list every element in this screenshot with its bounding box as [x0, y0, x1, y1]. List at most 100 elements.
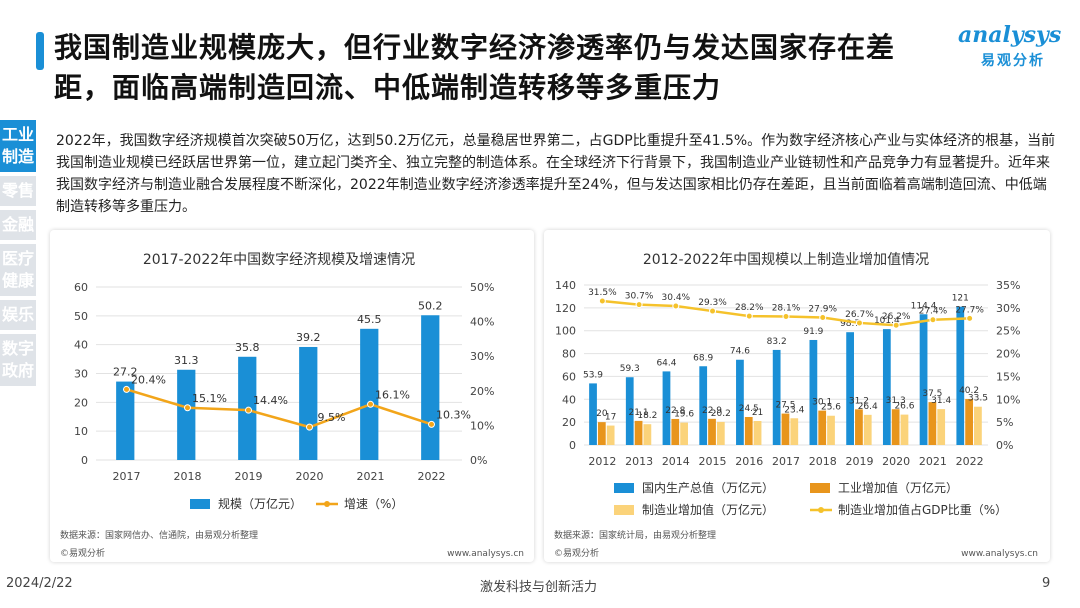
line-value-label: 27.9%: [808, 304, 837, 314]
sidebar-item-health[interactable]: 医疗健康: [0, 244, 36, 296]
logo-wordmark: analysys: [958, 22, 1062, 48]
bar-value-label: 20.2: [711, 409, 731, 419]
y-left-tick-label: 30: [74, 368, 88, 381]
bar: [634, 420, 643, 445]
bar: [846, 332, 854, 445]
line-point: [672, 302, 680, 310]
line-point: [428, 420, 435, 428]
line-point: [745, 312, 753, 320]
bar-value-label: 74.6: [730, 347, 750, 357]
chart-panel-digital-economy: 2017-2022年中国数字经济规模及增速情况 0 10 20 30 40 50 60 0% 10…: [50, 230, 534, 562]
bar: [928, 402, 937, 445]
line-point: [123, 385, 130, 393]
y-right-tick-label: 15%: [996, 370, 1020, 383]
bar-value-label: 18.2: [637, 411, 657, 421]
bar: [790, 418, 799, 445]
bar: [900, 414, 909, 445]
legend-label: 制造业增加值占GDP比重（%）: [838, 502, 1007, 517]
logo-subtitle: 易观分析: [981, 53, 1045, 69]
x-tick-label: 2019: [235, 470, 263, 483]
chart-brand: ©易观分析: [554, 547, 599, 559]
line-value-label: 16.1%: [375, 388, 410, 401]
y-left-tick-label: 60: [562, 370, 576, 383]
bar-value-label: 114.4: [911, 301, 937, 311]
bar-value-label: 26.6: [894, 402, 914, 412]
y-right-tick-label: 40%: [470, 316, 494, 329]
y-right-tick-label: 0%: [470, 454, 487, 467]
bar: [708, 418, 716, 445]
x-tick-label: 2021: [919, 455, 947, 468]
sidebar-nav: 工业制造 零售 金融 医疗健康 娱乐 数字政府: [0, 120, 36, 390]
x-tick-label: 2020: [296, 470, 324, 483]
bar: [116, 381, 135, 460]
sidebar-item-government[interactable]: 数字政府: [0, 334, 36, 386]
bar: [597, 422, 606, 445]
legend-swatch: [614, 505, 634, 515]
x-tick-label: 2012: [588, 455, 616, 468]
line-value-label: 10.3%: [436, 408, 471, 421]
chart-source: 数据来源：国家统计局，由易观分析整理: [554, 529, 716, 541]
bar: [662, 371, 671, 445]
bar: [827, 415, 835, 445]
x-tick-label: 2017: [113, 470, 141, 483]
line-value-label: 30.7%: [625, 292, 654, 302]
bar-value-label: 68.9: [693, 353, 713, 363]
page-number: 9: [1042, 576, 1051, 591]
bar-value-label: 91.9: [803, 327, 823, 337]
footer-slogan: 激发科技与创新活力: [480, 580, 598, 595]
y-left-tick-label: 80: [562, 348, 576, 361]
bar: [772, 349, 781, 445]
bar: [937, 409, 946, 445]
sidebar-item-entertainment[interactable]: 娱乐: [0, 300, 36, 330]
line-point: [598, 297, 606, 305]
bar-value-label: 22.8: [665, 406, 685, 416]
y-right-tick-label: 10%: [996, 393, 1020, 406]
legend-label: 工业增加值（万亿元）: [838, 480, 958, 495]
y-left-tick-label: 0: [569, 439, 576, 452]
bar: [818, 410, 827, 445]
y-right-tick-label: 20%: [470, 385, 494, 398]
bar-value-label: 59.3: [620, 364, 640, 374]
line-value-label: 28.2%: [735, 303, 764, 313]
sidebar-item-industry[interactable]: 工业制造: [0, 120, 36, 172]
x-tick-label: 2015: [699, 455, 727, 468]
y-right-tick-label: 10%: [470, 419, 494, 432]
bar: [643, 424, 652, 445]
bar-value-label: 22.9: [702, 406, 722, 416]
sidebar-item-finance[interactable]: 金融: [0, 210, 36, 240]
legend-swatch: [810, 483, 830, 493]
bar: [956, 306, 965, 445]
legend-label: 制造业增加值（万亿元）: [642, 502, 774, 517]
line-point: [245, 406, 252, 414]
bar-value-label: 83.2: [767, 337, 787, 347]
bar-value-label: 50.2: [418, 299, 443, 312]
y-right-tick-label: 30%: [470, 350, 494, 363]
chart-source: 数据来源：国家网信办、信通院，由易观分析整理: [60, 529, 258, 541]
bar: [699, 366, 708, 445]
legend-label: 国内生产总值（万亿元）: [642, 480, 774, 495]
x-tick-label: 2017: [772, 455, 800, 468]
line-value-label: 20.4%: [131, 373, 166, 386]
chart-url: www.analysys.cn: [447, 549, 524, 559]
line-value-label: 27.7%: [955, 305, 984, 315]
chart-title: 2012-2022年中国规模以上制造业增加值情况: [643, 252, 929, 268]
bar: [606, 425, 615, 445]
bar: [753, 421, 762, 445]
x-tick-label: 2022: [418, 470, 446, 483]
bar: [781, 413, 790, 445]
page-title: 我国制造业规模庞大，但行业数字经济渗透率仍与发达国家存在差距，面临高端制造回流、…: [54, 31, 896, 104]
bar-value-label: 98.7: [840, 319, 860, 329]
sidebar-item-retail[interactable]: 零售: [0, 176, 36, 206]
line-point: [782, 313, 790, 321]
bar: [421, 315, 440, 460]
y-right-tick-label: 50%: [470, 281, 494, 294]
bar-value-label: 33.5: [968, 394, 988, 404]
bar-value-label: 30.1: [812, 398, 832, 408]
line-value-label: 29.3%: [698, 298, 727, 308]
bar: [974, 406, 982, 445]
y-left-tick-label: 40: [562, 393, 576, 406]
line-value-label: 30.4%: [662, 293, 691, 303]
line-point: [184, 404, 191, 412]
line-point: [966, 314, 974, 322]
digital-economy-chart: 2017-2022年中国数字经济规模及增速情况 0 10 20 30 40 50 60 0% 10…: [60, 252, 524, 559]
